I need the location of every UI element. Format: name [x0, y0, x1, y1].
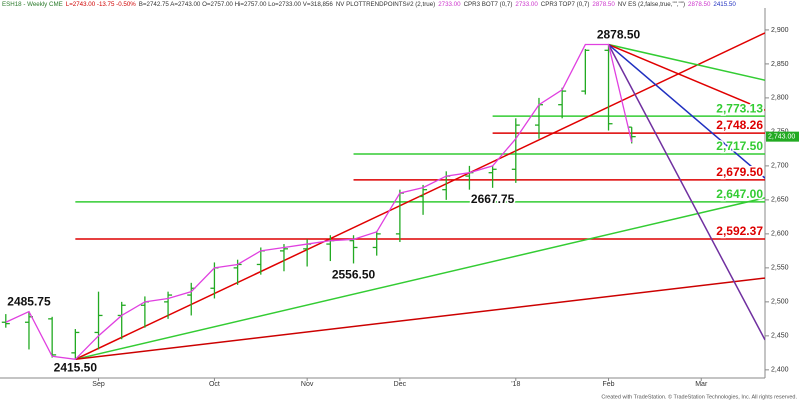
price-annotation: 2556.50: [332, 268, 376, 282]
header-segment: 2733.00: [438, 1, 461, 8]
y-tick-label: 2,450: [771, 333, 789, 340]
trend-line: [608, 43, 765, 111]
header-segment: B=2742.75 A=2743.00 O=2757.00 Hi=2757.00…: [139, 1, 334, 8]
level-label: 2,773.13: [716, 101, 763, 115]
last-price-box: [766, 131, 799, 142]
level-label: 2,647.00: [716, 187, 763, 201]
trend-line: [607, 44, 765, 341]
trend-line: [75, 277, 765, 361]
last-price-label: 2,743.00: [768, 133, 795, 140]
x-tick-label: Oct: [209, 381, 220, 388]
price-annotation: 2878.50: [597, 28, 641, 42]
trend-line: [608, 43, 765, 81]
y-tick-label: 2,850: [771, 61, 789, 68]
plot-area: [1, 32, 765, 361]
header-segment: ESH18 - Weekly CME: [2, 1, 63, 8]
y-tick-label: 2,700: [771, 163, 789, 170]
level-label: 2,592.37: [716, 224, 763, 238]
price-annotation: 2415.50: [54, 360, 98, 374]
header-segment: 2415.50: [713, 1, 736, 8]
y-tick-label: 2,800: [771, 95, 789, 102]
x-tick-label: Mar: [695, 381, 708, 388]
header-segment: 2878.50: [592, 1, 615, 8]
header-segment: NV PLOTTRENDPOINTS#2 (2,true): [336, 1, 435, 8]
footer: Created with TradeStation. © TradeStatio…: [601, 393, 797, 400]
trend-line: [75, 197, 765, 361]
level-label: 2,679.50: [716, 165, 763, 179]
y-tick-label: 2,900: [771, 27, 789, 34]
y-tick-label: 2,650: [771, 197, 789, 204]
y-tick-label: 2,500: [771, 299, 789, 306]
x-tick-label: Dec: [394, 381, 407, 388]
x-tick-label: Sep: [92, 381, 105, 388]
header-segment: 2878.50: [688, 1, 711, 8]
header: ESH18 - Weekly CME L=2743.00 -13.75 -0.50…: [2, 1, 736, 8]
x-tick-label: '18: [511, 381, 520, 388]
x-tick-label: Nov: [301, 381, 314, 388]
level-label: 2,717.50: [716, 139, 763, 153]
header-segment: CPR3 BOT7 (0,7): [464, 1, 513, 8]
header-segment: 2733.00: [515, 1, 538, 8]
header-segment: L=2743.00 -13.75 -0.50%: [66, 1, 137, 8]
level-label: 2,748.26: [716, 118, 763, 132]
y-tick-label: 2,600: [771, 231, 789, 238]
y-tick-label: 2,400: [771, 367, 789, 374]
y-tick-label: 2,550: [771, 265, 789, 272]
trend-line: [608, 43, 765, 179]
header-segment: CPR3 TOP7 (0,7): [541, 1, 590, 8]
indicator-line: [5, 43, 633, 360]
price-annotation: 2667.75: [471, 192, 515, 206]
x-tick-label: Feb: [602, 381, 614, 388]
header-segment: NV ES (2,false,true,"",""): [618, 1, 685, 8]
price-annotation: 2485.75: [7, 295, 51, 309]
